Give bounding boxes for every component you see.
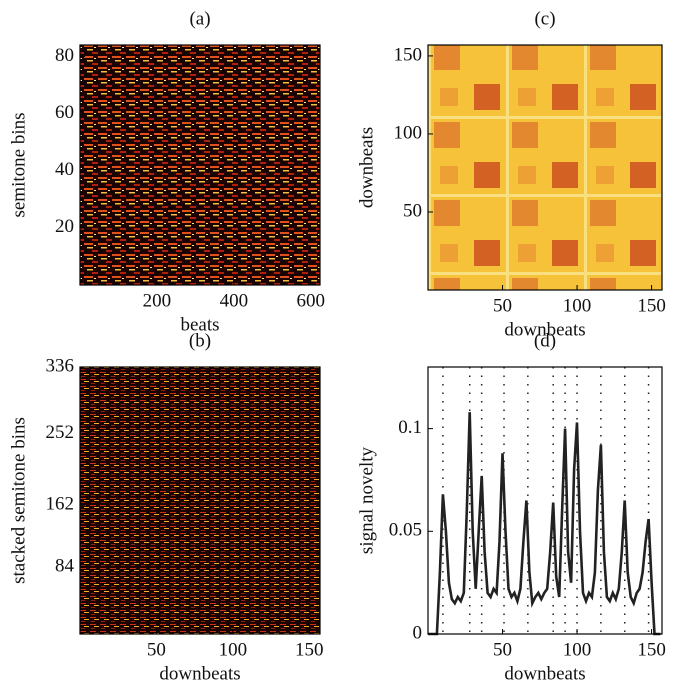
y-axis-label: downbeats (356, 127, 377, 208)
x-tick-label: 150 (637, 639, 666, 660)
x-tick-label: 50 (147, 639, 166, 660)
y-tick-label: 60 (55, 102, 74, 123)
x-axis-label: downbeats (504, 319, 585, 340)
x-tick-label: 100 (219, 639, 248, 660)
x-tick-label: 150 (295, 639, 324, 660)
y-tick-label: 20 (55, 216, 74, 237)
y-tick-label: 80 (55, 45, 74, 66)
x-axis-label: downbeats (504, 663, 585, 684)
x-tick-label: 50 (493, 295, 512, 316)
y-axis-label: stacked semitone bins (8, 417, 29, 584)
x-tick-label: 150 (637, 295, 666, 316)
y-tick-label: 100 (394, 122, 423, 143)
x-axis-label: downbeats (159, 663, 240, 684)
axes-frame (427, 366, 663, 635)
x-tick-label: 400 (220, 290, 249, 311)
axes-frame (427, 44, 663, 291)
x-axis-label: beats (180, 314, 219, 335)
x-tick-label: 50 (493, 639, 512, 660)
heatmap-image (80, 367, 320, 634)
y-tick-label: 162 (46, 494, 75, 515)
y-tick-label: 0.1 (398, 417, 422, 438)
axes-frame (79, 366, 321, 635)
panel-title: (c) (534, 8, 555, 29)
y-tick-label: 50 (403, 200, 422, 221)
panel-title: (a) (189, 8, 210, 29)
y-axis-label: signal novelty (356, 446, 377, 554)
heatmap-image (80, 45, 320, 285)
heatmap-image (428, 45, 662, 290)
novelty-line (428, 412, 661, 636)
x-tick-label: 100 (563, 295, 592, 316)
y-tick-label: 0 (413, 622, 423, 643)
y-tick-label: 150 (394, 44, 423, 65)
x-tick-label: 200 (143, 290, 172, 311)
y-tick-label: 0.05 (389, 520, 422, 541)
axes-frame (79, 44, 321, 286)
y-tick-label: 336 (46, 355, 75, 376)
x-tick-label: 600 (297, 290, 326, 311)
y-tick-label: 84 (55, 556, 75, 577)
x-tick-label: 100 (563, 639, 592, 660)
y-tick-label: 252 (46, 422, 75, 443)
panel-title: (d) (534, 330, 556, 351)
y-axis-label: semitone bins (8, 112, 29, 217)
y-tick-label: 40 (55, 159, 74, 180)
panel-title: (b) (189, 330, 211, 351)
